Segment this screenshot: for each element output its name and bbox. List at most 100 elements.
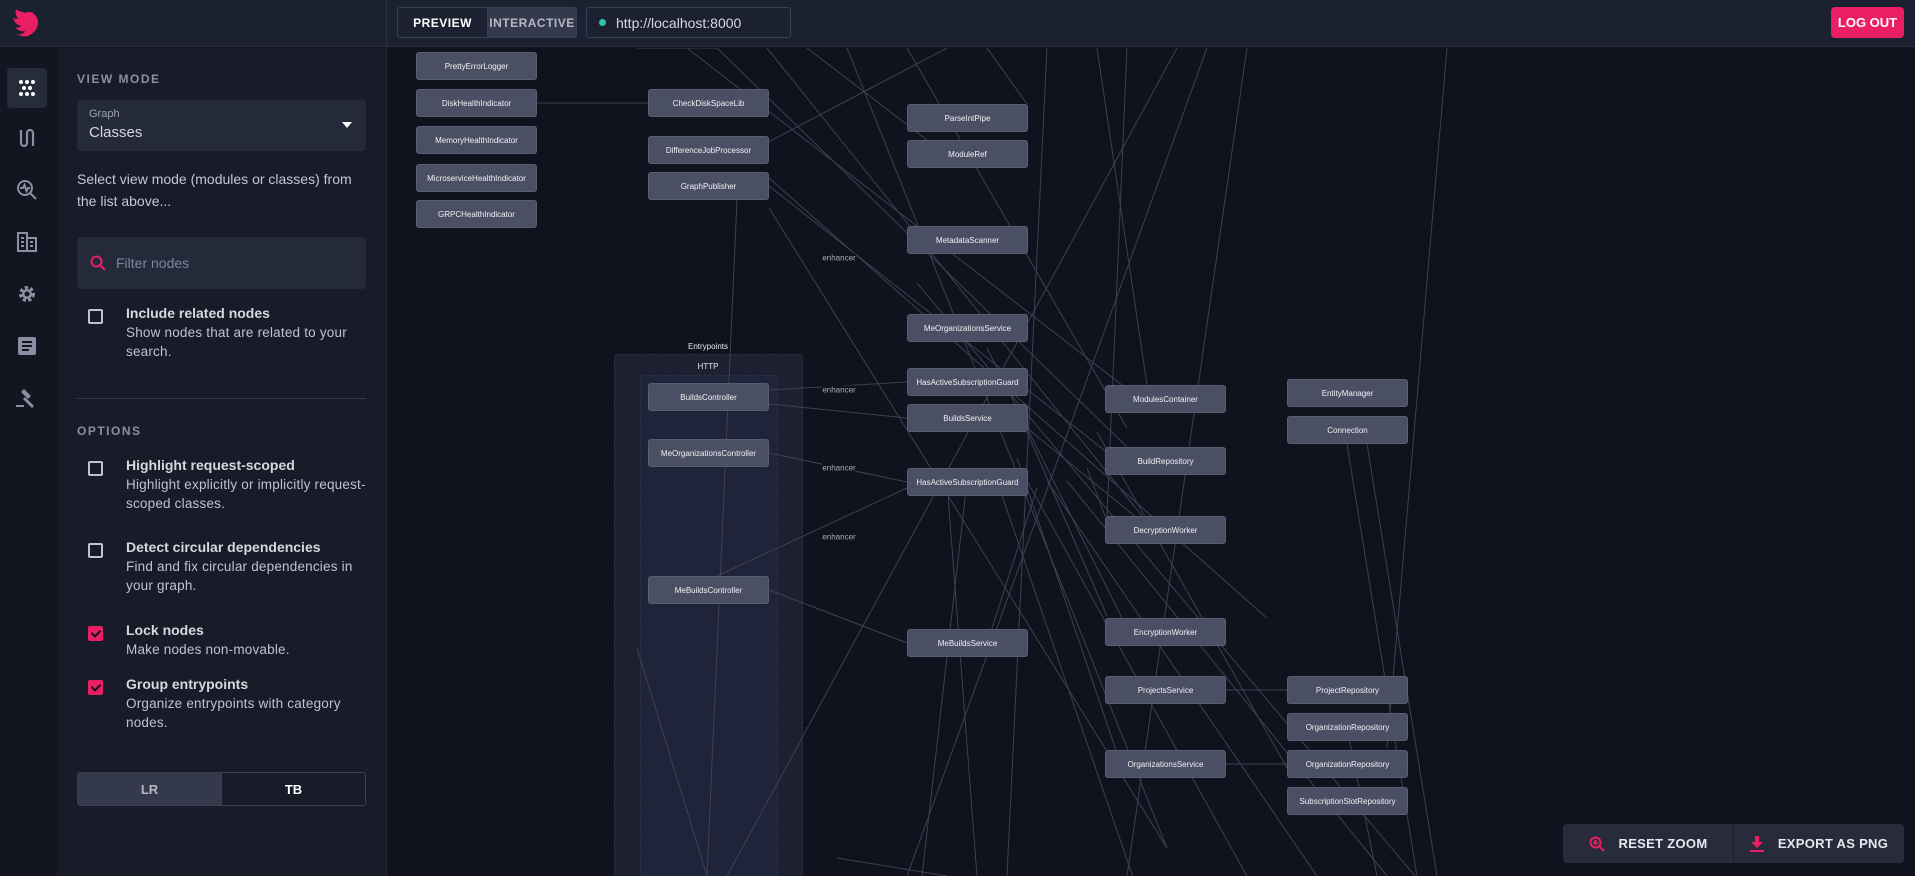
download-icon [1749,835,1764,852]
tab-preview[interactable]: PREVIEW [413,15,472,30]
graph-node[interactable]: MeBuildsController [648,576,769,604]
graph-edge [1106,48,1128,517]
graph-node[interactable]: CheckDiskSpaceLib [648,89,769,117]
graph-node[interactable]: MeOrganizationsController [648,439,769,467]
rail-item-inspect[interactable] [7,170,47,210]
nestjs-logo[interactable] [6,6,42,40]
status-dot-icon [599,19,606,26]
option-title: Detect circular dependencies [126,539,321,555]
tab-interactive[interactable]: INTERACTIVE [487,8,576,37]
graph-icon [19,80,35,96]
graph-node[interactable]: MetadataScanner [907,226,1028,254]
chevron-down-icon [342,122,352,128]
option-desc: Show nodes that are related to your sear… [126,325,347,359]
select-label: Graph [89,108,120,120]
rail-item-docs[interactable] [7,326,47,366]
graph-canvas[interactable]: Entrypoints HTTP PrettyErrorLogger DiskHe… [387,48,1915,876]
filter-input[interactable] [116,255,346,271]
graph-node[interactable]: SubscriptionSlotRepository [1287,787,1408,815]
graph-node[interactable]: EntityManager [1287,379,1408,407]
graph-node[interactable]: ModulesContainer [1105,385,1226,413]
rail-item-routes[interactable] [7,118,47,158]
rail-item-audit[interactable] [7,378,47,418]
option-lock-nodes[interactable]: Lock nodes Make nodes non-movable. [88,621,368,659]
graph-node[interactable]: EncryptionWorker [1105,618,1226,646]
graph-edge [906,48,1208,876]
detect-circular-checkbox[interactable] [88,543,103,558]
option-include-related[interactable]: Include related nodes Show nodes that ar… [88,304,368,361]
rail-item-settings[interactable] [7,274,47,314]
graph-node[interactable]: MeBuildsService [907,629,1028,657]
edge-label: enhancer [822,253,856,263]
graph-node[interactable]: MemoryHealthIndicator [416,126,537,154]
graph-node[interactable]: HasActiveSubscriptionGuard [907,468,1028,496]
graph-node[interactable]: Connection [1287,416,1408,444]
graph-node[interactable]: HasActiveSubscriptionGuard [907,368,1028,396]
graph-node[interactable]: ParseIntPipe [907,104,1028,132]
graph-node[interactable]: ProjectsService [1105,676,1226,704]
header-divider [386,0,387,47]
direction-tb-button[interactable]: TB [284,781,303,797]
graph-node[interactable]: OrganizationsService [1105,750,1226,778]
graph-node[interactable]: DecryptionWorker [1105,516,1226,544]
edge-label: enhancer [822,385,856,395]
graph-node[interactable]: PrettyErrorLogger [416,52,537,80]
graph-edge [768,589,908,644]
graph-node[interactable]: GraphPublisher [648,172,769,200]
server-url[interactable]: http://localhost:8000 [586,7,791,38]
view-mode-helper: Select view mode (modules or classes) fr… [77,171,352,209]
graph-edge [766,48,1143,517]
graph-toolbar: RESET ZOOM EXPORT AS PNG [1563,824,1904,863]
graph-node[interactable]: BuildRepository [1105,447,1226,475]
rail-item-graph[interactable] [7,68,47,108]
graph-edge [636,647,708,876]
group-http-label: HTTP [697,362,719,371]
edge-label: enhancer [822,532,856,542]
graph-edge [756,48,948,149]
edge-label: enhancer [822,463,856,473]
graph-node[interactable]: OrganizationRepository [1287,750,1408,778]
lock-nodes-checkbox[interactable] [88,626,103,641]
direction-lr-button[interactable]: LR [78,773,222,805]
highlight-request-scoped-checkbox[interactable] [88,461,103,476]
graph-edge [706,199,738,876]
graph-edge [836,857,948,876]
graph-node[interactable]: MicroserviceHealthIndicator [416,164,537,192]
rail-item-modules[interactable] [7,222,47,262]
graph-edge [716,487,908,577]
select-value: Classes [89,124,143,141]
mode-toggle: PREVIEW INTERACTIVE [397,7,577,38]
zoom-in-icon [1589,836,1605,852]
graph-node[interactable]: DifferenceJobProcessor [648,136,769,164]
graph-node[interactable]: GRPCHealthIndicator [416,200,537,228]
graph-edge [986,487,1038,645]
graph-node[interactable]: OrganizationRepository [1287,713,1408,741]
graph-node[interactable]: BuildsController [648,383,769,411]
graph-node[interactable]: DiskHealthIndicator [416,89,537,117]
graph-edge [1006,48,1048,876]
graph-edge [921,480,968,876]
graph-node[interactable]: ProjectRepository [1287,676,1408,704]
graph-node[interactable]: BuildsService [907,404,1028,432]
option-detect-circular[interactable]: Detect circular dependencies Find and fi… [88,538,368,595]
include-related-checkbox[interactable] [88,309,103,324]
option-desc: Find and fix circular dependencies in yo… [126,559,353,593]
option-group-entrypoints[interactable]: Group entrypoints Organize entrypoints w… [88,675,368,732]
gavel-icon [16,389,34,408]
option-desc: Make nodes non-movable. [126,642,290,657]
reset-zoom-button[interactable]: RESET ZOOM [1563,824,1733,863]
graph-node[interactable]: ModuleRef [907,140,1028,168]
logout-button[interactable]: LOG OUT [1831,7,1904,38]
side-panel: VIEW MODE Graph Classes Select view mode… [57,48,387,876]
graph-node[interactable]: MeOrganizationsService [907,314,1028,342]
option-highlight-request-scoped[interactable]: Highlight request-scoped Highlight expli… [88,456,368,513]
group-entrypoints-checkbox[interactable] [88,680,103,695]
option-desc: Organize entrypoints with category nodes… [126,696,341,730]
export-png-label: EXPORT AS PNG [1777,836,1889,851]
graph-edge [1026,427,1138,519]
export-png-button[interactable]: EXPORT AS PNG [1733,824,1904,863]
graph-edge [1366,443,1438,876]
view-mode-select[interactable]: Graph Classes [77,100,366,151]
filter-field[interactable] [77,237,366,289]
option-title: Include related nodes [126,305,270,321]
